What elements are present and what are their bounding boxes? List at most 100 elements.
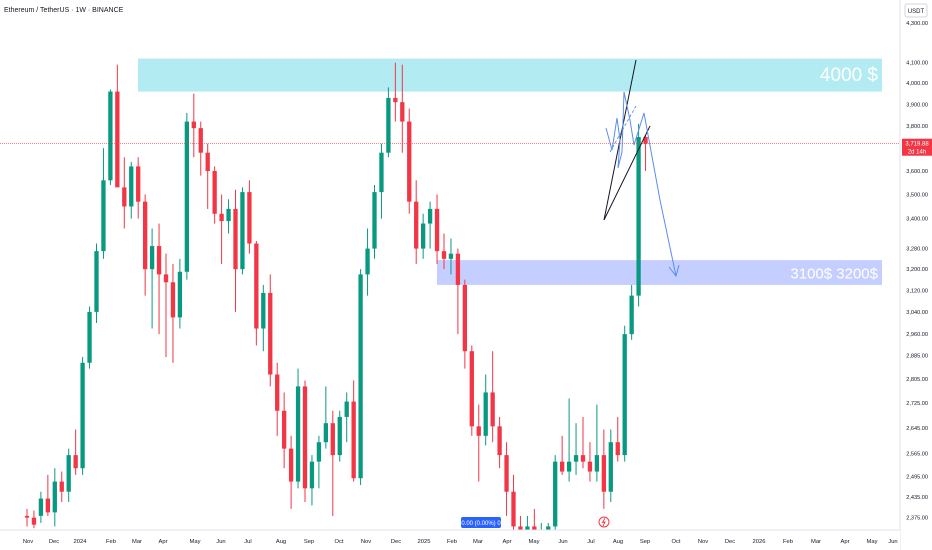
candle [268,274,273,387]
candle [337,410,342,462]
candle [66,448,71,502]
candle [282,392,287,469]
candle [400,64,405,153]
candle [587,442,593,482]
zone-2[interactable] [437,260,882,285]
candle [295,368,301,489]
candle [288,435,294,509]
time-tick-label: Mar [132,539,142,545]
projection-drawing[interactable] [603,59,680,278]
measure-badge-text: 0.00 (0.00%) 0 [461,521,501,527]
candle [101,148,106,259]
candle [156,223,162,335]
time-tick-label: Apr [502,539,511,545]
time-tick-label: Jul [244,539,251,545]
candle [407,108,412,214]
price-tick-label: 3,600.00 [906,169,928,175]
candle [302,380,308,502]
candle [490,351,495,443]
projection-path[interactable] [605,91,677,277]
time-tick-label: Nov [361,539,371,545]
zone-label-2: 3100$ 3200$ [790,266,878,283]
candle [254,240,259,346]
bar-countdown: 2d 14h [908,150,926,156]
projection-dashed-line [609,105,637,153]
price-tick-label: 2,725.00 [906,401,928,407]
candle [198,121,203,176]
candle [511,474,516,530]
candle [393,62,398,122]
candle [309,455,315,506]
time-tick-label: Jun [558,539,567,545]
candle [240,187,245,275]
candle [316,435,322,489]
price-tick-label: 2,805.00 [906,377,928,383]
current-price-tag: 3,719.88 2d 14h [902,138,932,156]
candle [615,416,620,462]
candle [643,134,648,172]
time-tick-label: 2024 [74,539,88,545]
time-tick-label: Sep [304,539,314,545]
candle [143,194,148,296]
candle [358,269,363,485]
time-axis[interactable]: Nov Dec 2024 Feb Mar Apr May Jun Jul Aug Sep Oct Nov… [23,539,898,545]
candle [379,143,384,219]
zone-1[interactable] [138,58,882,92]
candle [247,180,252,254]
candle [560,435,565,475]
measure-badge[interactable]: 0.00 (0.00%) 0 [461,517,501,528]
price-tick-label: 2,495.00 [906,475,928,481]
candle [38,491,44,523]
price-tick-label: 2,960.00 [906,332,928,338]
channel-lower-line[interactable] [603,125,651,221]
candle [177,258,183,329]
candle [31,510,37,529]
price-axis[interactable]: 4,300.00 4,100.00 4,000.00 3,900.00 3,800.00… [906,21,928,522]
alert-icon[interactable] [598,516,610,528]
candle [462,279,467,369]
time-tick-label: Apr [840,539,849,545]
time-tick-label: Dec [49,539,59,545]
time-tick-label: Dec [725,539,735,545]
currency-label: USDT [908,9,925,15]
time-tick-label: Nov [23,539,33,545]
price-tick-label: 4,000.00 [906,81,928,87]
price-tick-label: 3,500.00 [906,192,928,198]
candle [226,199,231,234]
time-tick-label: Oct [334,539,343,545]
candle [94,243,99,323]
currency-button[interactable]: USDT [904,3,928,18]
price-tick-label: 2,435.00 [906,495,928,501]
candle [87,306,92,369]
price-tick-label: 4,300.00 [906,21,928,27]
time-tick-label: Aug [613,539,623,545]
time-tick-label: Feb [783,539,793,545]
candle [441,233,447,270]
price-tick-label: 2,565.00 [906,451,928,457]
price-zones[interactable]: 4000 $ 3100$ 3200$ [138,58,882,285]
price-tick-label: 4,100.00 [906,61,928,67]
candles [24,62,648,531]
zone-label-1: 4000 $ [820,65,879,86]
time-tick-label: Mar [811,539,821,545]
time-tick-label: Jul [587,539,594,545]
candle [108,89,113,186]
time-tick-label: May [867,539,878,545]
price-tick-label: 3,280.00 [906,247,928,253]
candle [414,180,419,264]
candle [497,416,502,469]
time-tick-label: 2026 [753,539,766,545]
candle [421,213,426,259]
candle [483,374,488,446]
time-tick-label: 2025 [418,539,431,545]
time-tick-label: Apr [158,539,167,545]
candle [372,185,377,259]
candle [386,87,391,158]
candle [476,404,481,482]
candle [532,508,537,530]
candle [233,189,238,312]
price-tick-label: 2,885.00 [906,354,928,360]
candle [525,515,530,530]
candle [351,380,356,482]
